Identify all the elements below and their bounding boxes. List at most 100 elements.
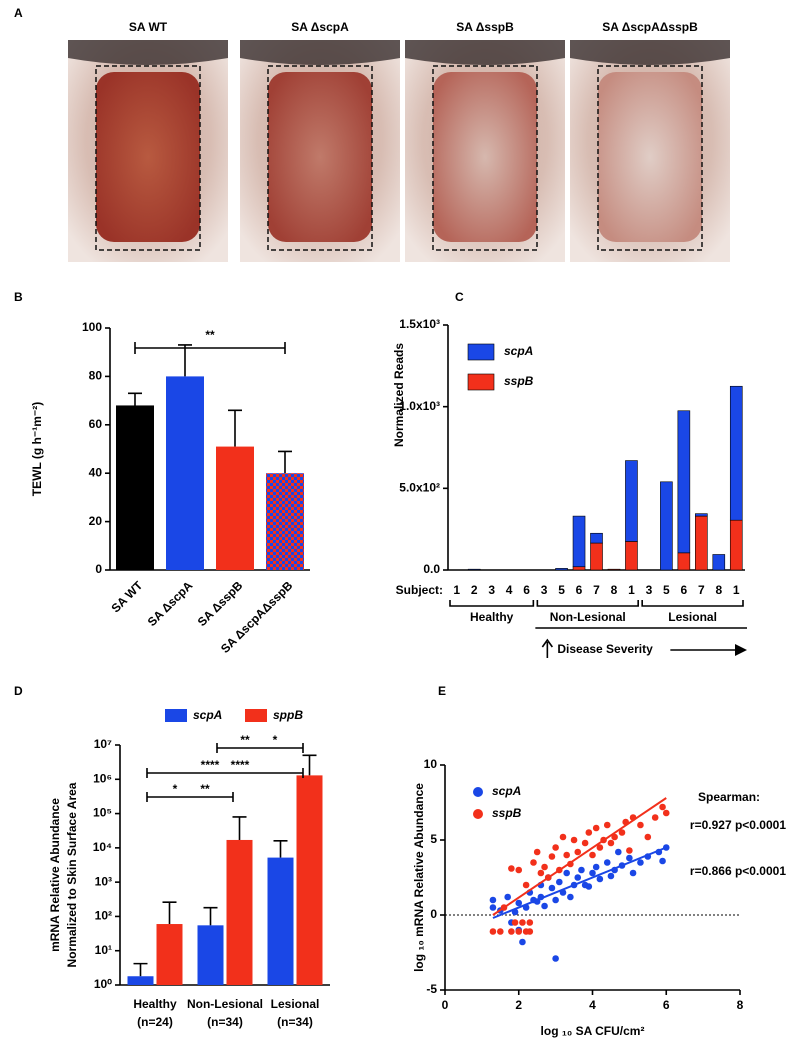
x-tick-label: 1 [453, 583, 460, 597]
point [589, 851, 596, 859]
y-tick-label: 20 [89, 514, 103, 528]
y-axis-label: mRNA Relative Abundance [48, 798, 62, 952]
photo-box [432, 65, 538, 251]
bar [127, 976, 154, 985]
y-tick-label: 0 [95, 562, 102, 576]
bar [226, 839, 253, 985]
y-tick-label: 5.0x10² [399, 481, 440, 495]
photo-head [68, 40, 228, 65]
significance-bracket [134, 342, 286, 354]
point [515, 928, 523, 935]
stat-label: r=0.927 p<0.0001 [690, 818, 786, 832]
bar-segment [625, 460, 638, 542]
x-tick-label: 1 [733, 583, 740, 597]
point [578, 866, 585, 874]
legend-title: Spearman: [698, 790, 760, 804]
point [552, 896, 559, 904]
legend-label: sppB [273, 708, 303, 722]
point [626, 854, 633, 862]
photo-head [240, 40, 400, 65]
point [607, 872, 615, 880]
error-bar [162, 901, 177, 925]
bar-segment [660, 481, 673, 571]
photo-title: SA ΔsspB [456, 20, 514, 34]
bar-segment [572, 566, 586, 571]
point [515, 866, 523, 874]
point [526, 919, 534, 926]
legend-swatch [467, 343, 495, 361]
panel-letter: C [455, 290, 464, 304]
severity-label: Disease Severity [557, 642, 653, 656]
x-tick-label: SA ΔscpA [145, 578, 196, 629]
stat-label: r=0.866 p<0.0001 [690, 864, 786, 878]
photo-title: SA ΔscpA [291, 20, 349, 34]
y-tick-label: 1.5x10³ [399, 317, 440, 331]
legend-label: sspB [492, 806, 522, 820]
group-bracket [641, 600, 744, 607]
y-tick-label: 10¹ [95, 943, 112, 957]
y-tick-label: 10⁵ [93, 806, 112, 820]
bar-segment [677, 410, 691, 554]
legend-swatch [165, 709, 187, 722]
group-bracket [449, 600, 535, 607]
x-tick-note: (n=34) [277, 1015, 313, 1029]
point [508, 928, 515, 935]
fit-line [492, 797, 667, 916]
bar-segment [712, 554, 726, 571]
bar-segment [625, 541, 638, 571]
x-tick-label: 3 [541, 583, 548, 597]
error-bar [228, 409, 242, 447]
fit-line [492, 846, 667, 919]
significance-label: * [273, 733, 278, 747]
y-axis-label: Normalized Reads [392, 343, 406, 447]
bar [116, 405, 154, 570]
y-tick-label: 10⁷ [94, 737, 112, 751]
photo-lesion [268, 72, 372, 242]
y-axis-label: Normalized to Skin Surface Area [65, 782, 79, 967]
y-tick-label: 0 [430, 907, 437, 921]
legend-swatch [467, 373, 495, 391]
point [522, 881, 530, 889]
point [592, 824, 600, 832]
group-label: Non-Lesional [550, 610, 626, 624]
legend-marker [473, 787, 483, 797]
point [530, 859, 537, 866]
x-tick-label: 4 [506, 583, 513, 597]
legend-label: sspB [504, 374, 534, 388]
point [659, 803, 666, 811]
photo-box [95, 65, 201, 251]
point [548, 853, 556, 860]
point [489, 928, 497, 935]
point [552, 844, 559, 851]
point [651, 814, 659, 821]
y-tick-label: 10³ [95, 874, 112, 888]
bar-segment [590, 532, 603, 544]
x-axis-label: log ₁₀ SA CFU/cm² [541, 1024, 645, 1038]
point [589, 869, 596, 877]
point [548, 884, 556, 892]
point [603, 859, 611, 866]
panel-letter: E [438, 684, 446, 698]
severity-arrowhead [735, 644, 747, 656]
bar-segment [695, 513, 708, 517]
y-tick-label: -5 [426, 982, 437, 996]
point [662, 809, 670, 817]
photo-lesion [433, 72, 537, 242]
bar [266, 473, 304, 570]
group-label: Healthy [470, 610, 514, 624]
y-tick-label: 60 [89, 417, 103, 431]
point [537, 869, 545, 877]
photo-title: SA ΔscpAΔsspB [602, 20, 698, 34]
photo-head [570, 40, 730, 65]
bar-segment [572, 515, 586, 568]
error-bar [133, 962, 148, 977]
point [489, 904, 497, 911]
point [526, 928, 534, 935]
point [511, 919, 519, 926]
point [618, 829, 626, 836]
point [574, 874, 582, 881]
point [629, 869, 637, 877]
y-tick-label: 40 [89, 465, 103, 479]
error-bar [278, 450, 292, 474]
